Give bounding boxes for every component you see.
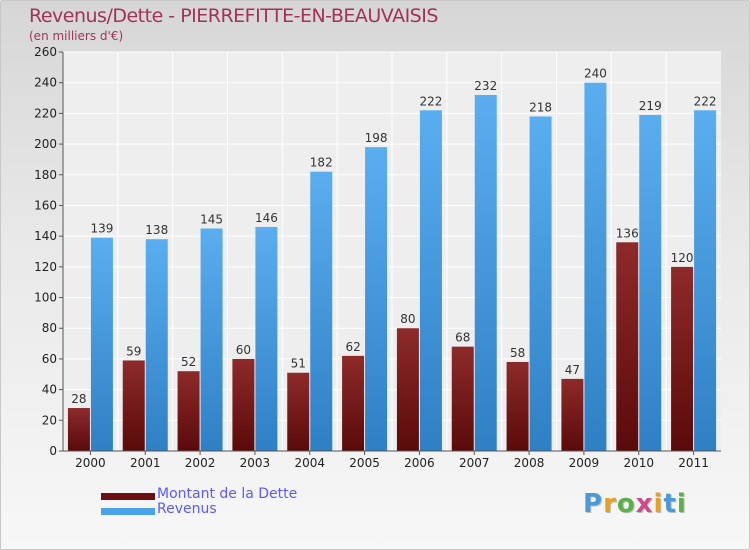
bar-revenue [255,226,278,451]
x-tick-label: 2001 [130,456,161,470]
y-tick-label: 220 [34,106,57,120]
data-label: 219 [639,99,662,113]
data-label: 222 [694,94,717,108]
legend-label-debt: Montant de la Dette [157,486,298,502]
y-tick-label: 80 [42,321,57,335]
chart-subtitle: (en milliers d'€) [29,29,124,43]
chart-title: Revenus/Dette - PIERREFITTE-EN-BEAUVAISI… [29,5,438,27]
bar-debt [561,378,584,451]
y-tick-label: 180 [34,168,57,182]
x-tick-label: 2010 [623,456,654,470]
logo-letter: t [663,489,677,519]
logo-letter: i [653,489,664,519]
legend-swatch-debt [101,493,155,500]
bar-debt [396,328,419,451]
y-tick-label: 140 [34,229,57,243]
logo-letter: P [583,489,604,519]
y-tick-label: 160 [34,198,57,212]
bar-revenue [310,171,333,451]
bar-debt [616,242,639,451]
y-tick-label: 20 [42,413,57,427]
x-tick-label: 2011 [678,456,709,470]
data-label: 58 [510,346,525,360]
y-tick-label: 60 [42,352,57,366]
bar-revenue [694,110,717,452]
data-label: 62 [345,340,360,354]
data-label: 52 [181,355,196,369]
data-label: 222 [419,94,442,108]
data-label: 28 [71,392,86,406]
bar-debt [342,355,365,451]
logo-letter: i [676,489,687,519]
bar-revenue [419,110,442,452]
data-label: 60 [236,343,251,357]
data-label: 182 [310,156,333,170]
y-tick-label: 120 [34,260,57,274]
bar-revenue [145,239,168,451]
grid-lines [62,51,721,452]
data-label: 47 [565,363,580,377]
y-tick-label: 40 [42,383,57,397]
data-label: 59 [126,344,141,358]
bar-debt [232,358,255,451]
proxiti-logo: Proxiti [583,489,687,519]
bar-debt [177,371,200,451]
data-label: 139 [90,222,113,236]
data-label: 218 [529,100,552,114]
bars [67,82,717,452]
data-label: 120 [671,251,694,265]
bar-debt [67,408,90,451]
legend-label-revenue: Revenus [157,501,217,517]
bar-debt [122,360,145,451]
bar-revenue [365,147,388,451]
bar-revenue [200,228,223,451]
bar-debt [451,346,474,451]
bar-revenue [639,114,662,452]
data-label: 145 [200,212,223,226]
x-tick-label: 2002 [185,456,216,470]
bar-debt [506,361,529,451]
x-tick-label: 2005 [349,456,380,470]
x-tick-label: 2009 [569,456,600,470]
y-tick-label: 260 [34,45,57,59]
data-label: 146 [255,211,278,225]
y-tick-label: 240 [34,76,57,90]
data-labels: 28 139 59 138 52 145 60 146 51 182 62 198 80 222 68 232… [71,67,716,406]
y-tick-label: 100 [34,291,57,305]
data-label: 68 [455,331,470,345]
x-tick-label: 2007 [459,456,490,470]
data-label: 232 [474,79,497,93]
bar-revenue [529,116,552,451]
x-tick-label: 2008 [514,456,545,470]
data-label: 136 [616,226,639,240]
data-label: 240 [584,67,607,81]
legend-swatch-revenue [101,508,155,515]
bar-revenue [90,237,113,451]
bar-revenue [474,94,497,451]
data-label: 51 [291,357,306,371]
logo-letter: r [603,489,617,519]
data-label: 80 [400,312,415,326]
y-tick-label: 200 [34,137,57,151]
axes: 0 20 40 60 80 100 120 140 160 180 200 220 240 260 2000… [34,45,721,470]
logo-letter: o [616,489,636,519]
data-label: 198 [365,131,388,145]
x-tick-label: 2004 [294,456,325,470]
bar-debt [287,372,310,451]
logo-letter: x [635,489,654,519]
bar-debt [671,266,694,451]
x-tick-label: 2000 [75,456,106,470]
x-tick-label: 2003 [240,456,271,470]
y-tick-label: 0 [49,444,57,458]
data-label: 138 [145,223,168,237]
x-tick-label: 2006 [404,456,435,470]
bar-revenue [584,82,607,451]
